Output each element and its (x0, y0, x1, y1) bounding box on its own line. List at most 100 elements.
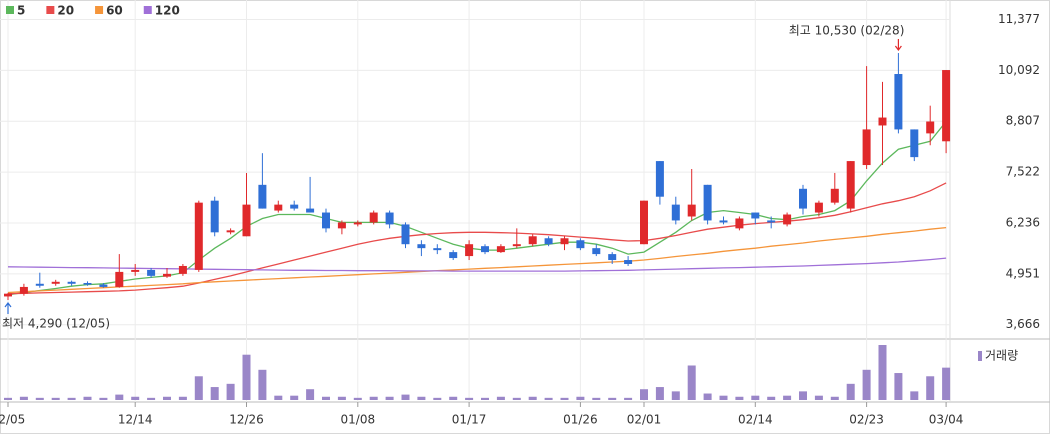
legend-swatch (46, 6, 55, 14)
candle-body (178, 265, 187, 274)
volume-bar (353, 397, 362, 400)
volume-bar (846, 383, 855, 400)
x-tick-label: 12/05 (0, 413, 25, 427)
legend-label: 60 (106, 4, 123, 18)
candle-body (131, 269, 140, 272)
legend-swatch (95, 6, 104, 14)
candle-body (417, 244, 426, 249)
volume-bar (655, 387, 664, 400)
volume-bar (751, 395, 760, 400)
volume-bar (576, 396, 585, 400)
candle-body (322, 212, 330, 229)
volume-bar (878, 345, 887, 400)
legend-label: 거래량 (985, 349, 1018, 363)
volume-bar (814, 395, 823, 400)
candle-body (353, 222, 362, 225)
volume-bar (337, 396, 346, 400)
candle-body (767, 220, 776, 223)
volume-bar (767, 396, 776, 400)
candle-body (465, 244, 474, 257)
candle-body (608, 254, 617, 261)
candle-body (242, 204, 251, 237)
x-tick-label: 02/14 (738, 413, 773, 427)
volume-bar (465, 397, 474, 400)
volume-bar (369, 396, 378, 400)
candle-body (35, 283, 44, 286)
legend-swatch (978, 351, 982, 361)
volume-bar (194, 376, 203, 400)
volume-bar (242, 354, 251, 400)
volume-bar (178, 396, 187, 400)
legend-label: 120 (155, 4, 180, 18)
candle-body (369, 212, 378, 223)
volume-bar (385, 396, 394, 400)
volume-bar (687, 365, 696, 400)
legend-label: 5 (17, 4, 25, 18)
candle-body (783, 214, 792, 225)
candle-body (814, 202, 823, 213)
volume-bar (290, 395, 299, 400)
candle-body (592, 248, 601, 255)
legend-label: 20 (57, 4, 74, 18)
candle-body (115, 271, 124, 287)
annotation-arrow (4, 302, 12, 315)
volume-bar (624, 397, 633, 400)
volume-bar (894, 373, 903, 400)
candle-body (99, 284, 108, 287)
candle-body (799, 188, 807, 209)
y-tick-label: 8,807 (1006, 114, 1040, 128)
ma-line (7, 226, 947, 294)
candle-body (703, 184, 712, 221)
candle-body (751, 212, 760, 219)
volume-bar (512, 397, 521, 400)
volume-bar (592, 397, 601, 400)
volume-bar (608, 397, 617, 400)
volume-bar (67, 397, 76, 400)
candle-body (401, 224, 410, 245)
candle-body (290, 204, 299, 209)
volume-bar (210, 387, 219, 400)
volume-bar (640, 389, 648, 400)
x-tick-label: 02/23 (849, 413, 884, 427)
candle-body (560, 238, 569, 245)
candle-body (147, 269, 156, 276)
candle-body (496, 246, 505, 253)
volume-bar (131, 396, 140, 400)
volume-bar (115, 394, 124, 400)
volume-bar (862, 369, 871, 400)
volume-bar (99, 397, 108, 400)
volume-bar (942, 367, 951, 400)
candle-body (226, 230, 235, 233)
volume-bar (401, 394, 410, 400)
y-tick-label: 3,666 (1006, 317, 1040, 331)
volume-bar (4, 397, 12, 400)
candle-body (19, 286, 28, 294)
volume-bar (274, 395, 283, 400)
candle-body (210, 200, 219, 233)
y-tick-label: 10,092 (998, 63, 1040, 77)
candle-body (576, 240, 585, 249)
volume-bar (481, 397, 489, 400)
volume-bar (226, 383, 235, 400)
volume-bar (544, 397, 553, 400)
volume-bar (703, 393, 712, 400)
volume-bar (830, 396, 839, 400)
candle-body (624, 260, 633, 264)
candle-body (640, 200, 648, 245)
legend-swatch (6, 6, 14, 14)
volume-bar (258, 369, 267, 400)
candle-body (385, 212, 394, 225)
candle-body (655, 161, 664, 197)
volume-bar (719, 395, 728, 400)
candle-body (926, 121, 935, 134)
volume-bar (783, 395, 792, 400)
volume-bar (147, 397, 156, 400)
candle-body (894, 74, 903, 130)
candle-body (512, 244, 521, 247)
candle-body (830, 188, 839, 203)
x-tick-label: 02/01 (627, 413, 662, 427)
candle-body (449, 252, 458, 259)
candle-body (910, 129, 919, 158)
candle-body (83, 282, 92, 285)
